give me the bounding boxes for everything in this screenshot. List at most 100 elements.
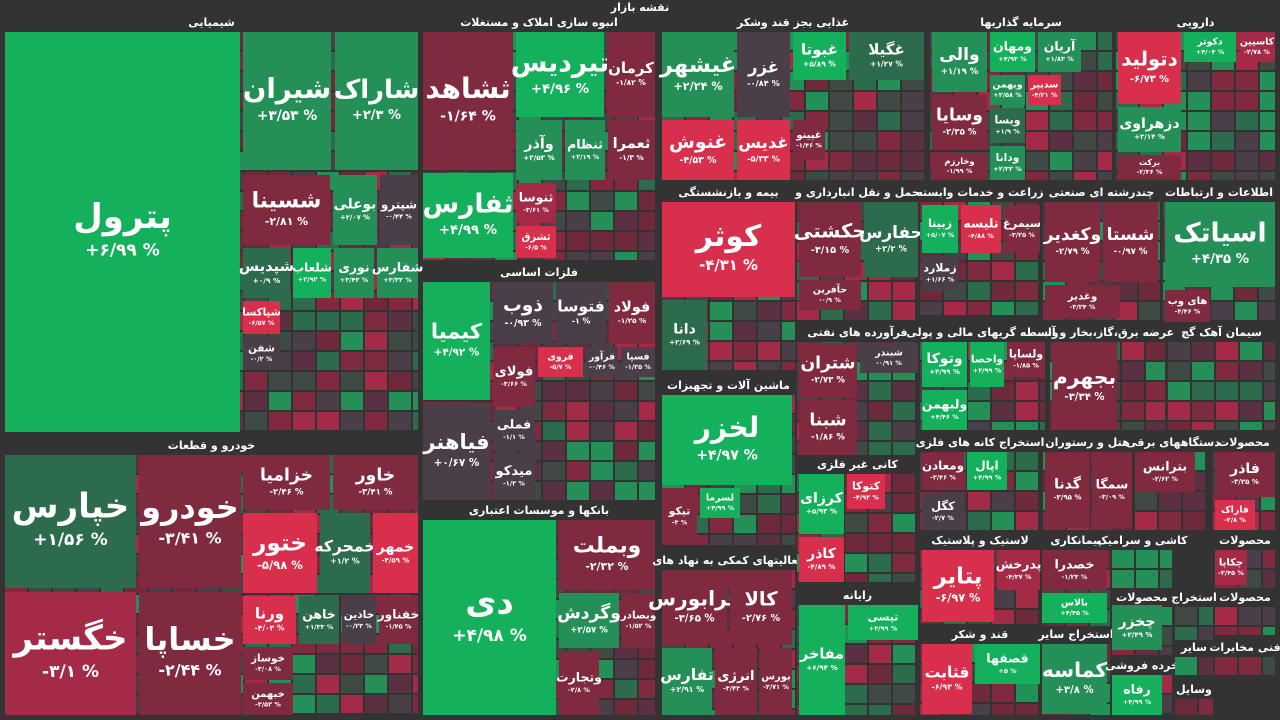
stock-tile[interactable]: برکت-۲/۳۶ % [1118, 155, 1181, 180]
stock-tile[interactable]: شفارس+۳/۳۲ % [372, 248, 424, 298]
stock-tile[interactable]: وسایا-۲/۳۵ % [932, 95, 987, 150]
stock-tile[interactable]: ولساپا -۱/۸۵ % [1007, 342, 1045, 377]
stock-tile[interactable]: کاذر-۴/۸۹ % [799, 537, 844, 582]
stock-tile[interactable]: لسرما+۴/۹۹ % [700, 488, 740, 518]
stock-tile[interactable]: خساپا -۲/۴۴ % [139, 592, 241, 715]
stock-tile[interactable]: غدیس -۵/۳۳ % [737, 120, 790, 180]
stock-tile[interactable]: شیران +۳/۵۳ % [243, 32, 331, 170]
stock-tile[interactable]: دانا+۲/۶۹ % [662, 300, 707, 370]
stock-tile[interactable]: غزر-۰/۸۴ % [737, 32, 790, 117]
stock-tile[interactable]: ثنظام+۲/۱۹ % [565, 120, 605, 180]
stock-tile[interactable]: وخارزم-۱/۹۹ % [932, 153, 987, 180]
stock-tile[interactable]: وتوکا+۴/۹۹ % [922, 342, 967, 387]
stock-tile[interactable]: فرابورس -۳/۶۵ % [648, 570, 741, 645]
stock-tile[interactable]: دکوثر+۴/۰۴ % [1184, 32, 1236, 62]
stock-tile[interactable]: رفاه +۴/۹۹ % [1112, 675, 1162, 715]
stock-tile[interactable]: خاور-۳/۴۱ % [333, 455, 418, 510]
stock-tile[interactable]: زملارد +۱/۶۶ % [922, 256, 958, 291]
stock-tile[interactable]: واحصا+۴/۹۹ % [970, 342, 1004, 387]
stock-tile[interactable]: ختور -۵/۹۸ % [243, 513, 317, 593]
stock-tile[interactable]: کرمان-۱/۸۲ % [607, 32, 655, 117]
stock-tile[interactable]: کگل-۲/۷ % [922, 493, 964, 530]
stock-tile[interactable]: ودانا+۲/۳۲ % [990, 146, 1025, 180]
stock-tile[interactable]: قثابت -۶/۹۳ % [922, 644, 972, 714]
stock-tile[interactable]: خزامیا-۲/۴۶ % [243, 455, 330, 510]
stock-tile[interactable]: ذوب -۰/۹۳ % [493, 282, 553, 344]
stock-tile[interactable]: حفارس+۲/۲ % [859, 202, 923, 277]
stock-tile[interactable]: حآفرین-۰/۹ % [799, 280, 861, 310]
stock-tile[interactable]: دزهراوی+۳/۱۴ % [1118, 107, 1181, 152]
stock-tile[interactable]: ثعمرا-۱/۳ % [608, 120, 655, 180]
stock-tile[interactable]: اپال +۴/۹۹ % [967, 452, 1007, 490]
stock-tile[interactable]: چکاپا-۲/۴۵ % [1215, 550, 1247, 585]
stock-tile[interactable]: شبندر-۰/۹۱ % [860, 343, 918, 373]
stock-tile[interactable]: ولبهمن +۴/۴۶ % [922, 390, 967, 430]
stock-tile[interactable]: شسینا -۲/۸۱ % [243, 175, 330, 245]
stock-tile[interactable]: کرزای+۵/۹۳ % [799, 474, 844, 534]
stock-tile[interactable]: فیاهنر +۰/۶۷ % [422, 403, 490, 500]
stock-tile[interactable]: خمهر-۴/۵۹ % [373, 513, 418, 593]
stock-tile[interactable]: ومعادن-۲/۴۶ % [922, 452, 964, 490]
stock-tile[interactable]: شلعاب +۲/۹۲ % [292, 248, 332, 298]
stock-tile[interactable]: غیشهر +۲/۲۴ % [659, 32, 736, 117]
stock-tile[interactable]: گدنا-۳/۹۵ % [1045, 452, 1090, 528]
stock-tile[interactable]: وآذر+۳/۵۳ % [516, 120, 562, 180]
stock-tile[interactable]: کالا -۲/۷۶ % [730, 570, 792, 645]
stock-tile[interactable]: بوعلی+۲/۰۷ % [333, 175, 377, 245]
stock-tile[interactable]: غگیلا+۱/۲۷ % [849, 32, 924, 80]
stock-tile[interactable]: بالاس+۴/۴۵ % [1042, 593, 1107, 623]
stock-tile[interactable]: بترانس -۲/۶۲ % [1135, 452, 1195, 492]
stock-tile[interactable]: ویسا +۱/۹ % [990, 108, 1025, 143]
stock-tile[interactable]: ومهان +۴/۹۳ % [990, 32, 1035, 72]
stock-tile[interactable]: وبصادر-۱/۵۲ % [620, 593, 657, 648]
stock-tile[interactable]: خفناور -۱/۴۵ % [377, 596, 420, 644]
stock-tile[interactable]: خپارس +۱/۵۶ % [5, 455, 136, 588]
stock-tile[interactable]: کتوکا -۴/۹۲ % [847, 474, 885, 509]
stock-tile[interactable]: فولاد-۱/۲۵ % [609, 282, 655, 344]
stock-tile[interactable]: شپترو-۰/۴۴ % [380, 175, 418, 245]
stock-tile[interactable]: شپاکسا-۶/۵۷ % [242, 301, 281, 334]
stock-tile[interactable]: پتایر-۶/۹۷ % [922, 550, 994, 622]
stock-tile[interactable]: کماسه +۳/۸ % [1042, 644, 1107, 714]
stock-tile[interactable]: خگستر -۳/۱ % [5, 592, 136, 715]
stock-tile[interactable]: خبهمن-۳/۵۲ % [243, 683, 293, 715]
stock-tile[interactable]: بورس-۲/۷۱ % [760, 648, 792, 715]
stock-tile[interactable]: فملی -۱/۱ % [493, 410, 535, 450]
stock-tile[interactable]: آریان +۱/۸۳ % [1038, 32, 1081, 72]
stock-tile[interactable]: پترول +۶/۹۹ % [5, 32, 240, 432]
stock-tile[interactable]: ورنا-۴/۰۳ % [243, 596, 296, 644]
stock-tile[interactable]: انرژی-۳/۴۳ % [715, 648, 757, 715]
stock-tile[interactable]: سمگا -۳/۰۹ % [1092, 452, 1132, 528]
stock-tile[interactable]: غنوش -۴/۵۳ % [662, 120, 734, 180]
stock-tile[interactable]: تلیسه -۴/۸۸ % [961, 205, 1001, 253]
stock-tile[interactable]: شتران-۲/۷۳ % [799, 343, 857, 398]
stock-tile[interactable]: شاراک +۲/۳ % [334, 32, 420, 170]
stock-tile[interactable]: فولای-۳/۶۶ % [493, 347, 535, 407]
stock-tile[interactable]: خمحرکه +۱/۲ % [314, 513, 376, 593]
stock-tile[interactable]: وبملت -۲/۳۲ % [559, 520, 655, 590]
stock-tile[interactable]: والی +۱/۱۹ % [932, 32, 987, 92]
stock-tile[interactable]: تپسی +۴/۹۹ % [848, 605, 918, 640]
stock-tile[interactable]: خوساز-۳/۰۸ % [243, 647, 293, 680]
stock-tile[interactable]: اسیاتک +۴/۳۵ % [1165, 202, 1275, 287]
stock-tile[interactable]: ثشرق-۶/۵ % [516, 226, 556, 258]
stock-tile[interactable]: فروی-۵/۷ % [538, 347, 583, 377]
stock-tile[interactable]: پدرخش -۴/۳۷ % [996, 550, 1042, 590]
stock-tile[interactable]: ثفارس +۴/۹۹ % [423, 173, 514, 258]
stock-tile[interactable]: فاراک-۲/۸ % [1215, 500, 1255, 530]
stock-tile[interactable]: تیکو -۳ % [662, 488, 697, 545]
stock-tile[interactable]: شپدیس+۰/۹ % [239, 248, 294, 298]
stock-tile[interactable]: لخزر +۴/۹۷ % [662, 395, 792, 485]
stock-tile[interactable]: بجهرم -۳/۳۴ % [1052, 342, 1117, 430]
stock-tile[interactable]: دتولید -۶/۷۳ % [1118, 32, 1181, 104]
stock-tile[interactable]: میدکو-۱/۳ % [493, 453, 535, 500]
stock-tile[interactable]: های وب-۴/۴۶ % [1165, 290, 1210, 322]
stock-tile[interactable]: فسپا-۱/۲۵ % [621, 347, 655, 377]
stock-tile[interactable]: ثشاهد -۱/۶۴ % [423, 32, 513, 170]
stock-tile[interactable]: فرآور-۰/۴۶ % [586, 347, 618, 377]
stock-tile[interactable]: چخزر+۲/۴۹ % [1112, 605, 1162, 650]
stock-tile[interactable]: دی +۴/۹۸ % [423, 520, 556, 715]
stock-tile[interactable]: شفن-۰/۲ % [243, 337, 280, 370]
stock-tile[interactable]: وغدیر-۳/۲۴ % [1045, 285, 1120, 318]
stock-tile[interactable]: تفارس+۲/۹۱ % [660, 648, 714, 715]
